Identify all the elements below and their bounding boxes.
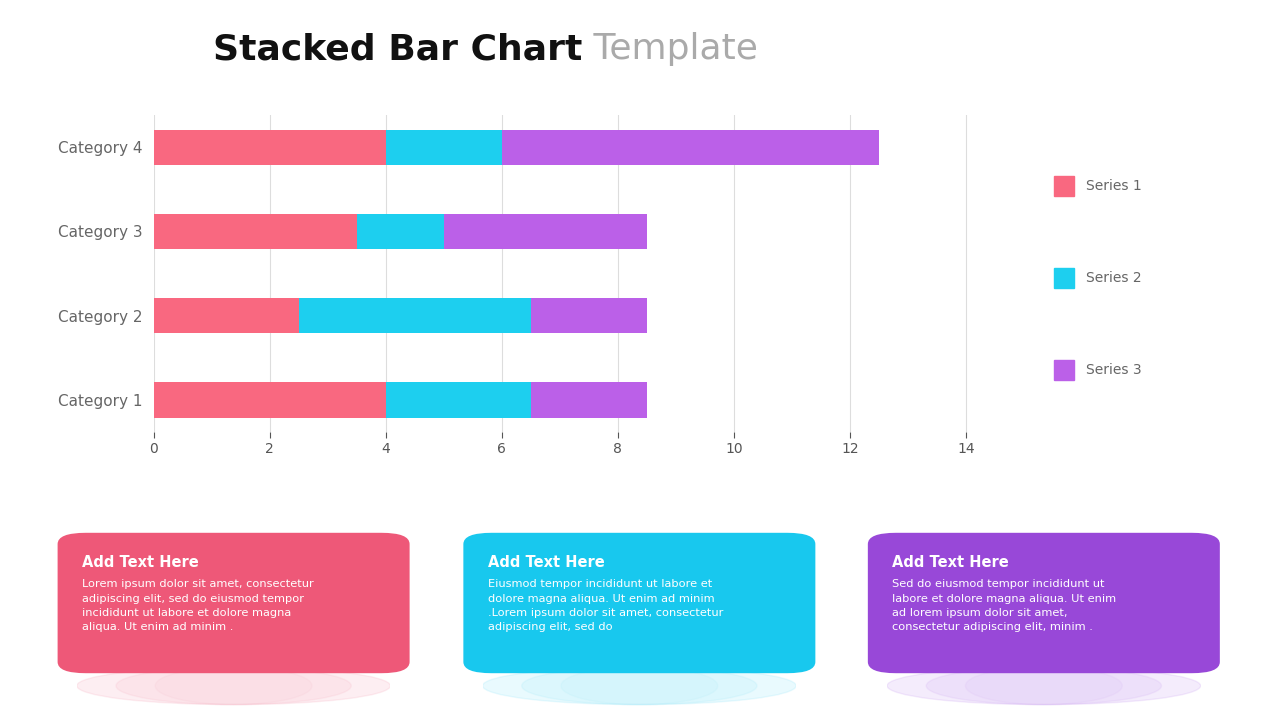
Text: Lorem ipsum dolor sit amet, consectetur
adipiscing elit, sed do eiusmod tempor
i: Lorem ipsum dolor sit amet, consectetur … xyxy=(82,579,314,632)
FancyBboxPatch shape xyxy=(463,533,815,673)
FancyBboxPatch shape xyxy=(868,533,1220,673)
Ellipse shape xyxy=(483,667,796,705)
Bar xyxy=(502,130,879,165)
Bar xyxy=(154,382,385,418)
Ellipse shape xyxy=(927,667,1161,705)
Ellipse shape xyxy=(77,667,390,705)
Bar xyxy=(298,298,531,333)
Ellipse shape xyxy=(116,667,351,705)
Bar xyxy=(531,298,646,333)
Ellipse shape xyxy=(561,667,718,705)
Text: Stacked Bar Chart: Stacked Bar Chart xyxy=(212,32,582,66)
Text: Sed do eiusmod tempor incididunt ut
labore et dolore magna aliqua. Ut enim
ad lo: Sed do eiusmod tempor incididunt ut labo… xyxy=(892,579,1116,632)
Text: Eiusmod tempor incididunt ut labore et
dolore magna aliqua. Ut enim ad minim
.Lo: Eiusmod tempor incididunt ut labore et d… xyxy=(488,579,723,632)
Circle shape xyxy=(1044,645,1220,716)
Text: Add Text Here: Add Text Here xyxy=(82,555,198,570)
Circle shape xyxy=(1087,606,1280,690)
Ellipse shape xyxy=(965,667,1123,705)
Bar xyxy=(385,130,502,165)
Bar xyxy=(1053,268,1074,288)
Ellipse shape xyxy=(887,667,1201,705)
Bar xyxy=(154,130,385,165)
Bar xyxy=(531,382,646,418)
Text: Add Text Here: Add Text Here xyxy=(892,555,1009,570)
Bar xyxy=(154,214,357,249)
Text: Series 3: Series 3 xyxy=(1087,363,1142,377)
Bar xyxy=(1053,360,1074,380)
Bar xyxy=(444,214,646,249)
Bar xyxy=(385,382,531,418)
Bar xyxy=(1053,176,1074,196)
Ellipse shape xyxy=(155,667,312,705)
Text: Series 1: Series 1 xyxy=(1087,179,1142,193)
Bar xyxy=(357,214,444,249)
Circle shape xyxy=(640,645,815,716)
Circle shape xyxy=(682,606,893,690)
Bar xyxy=(154,298,298,333)
Text: Series 2: Series 2 xyxy=(1087,271,1142,285)
Circle shape xyxy=(234,645,410,716)
FancyBboxPatch shape xyxy=(58,533,410,673)
Ellipse shape xyxy=(522,667,756,705)
Text: Add Text Here: Add Text Here xyxy=(488,555,604,570)
Text: Template: Template xyxy=(582,32,758,66)
Circle shape xyxy=(276,606,488,690)
